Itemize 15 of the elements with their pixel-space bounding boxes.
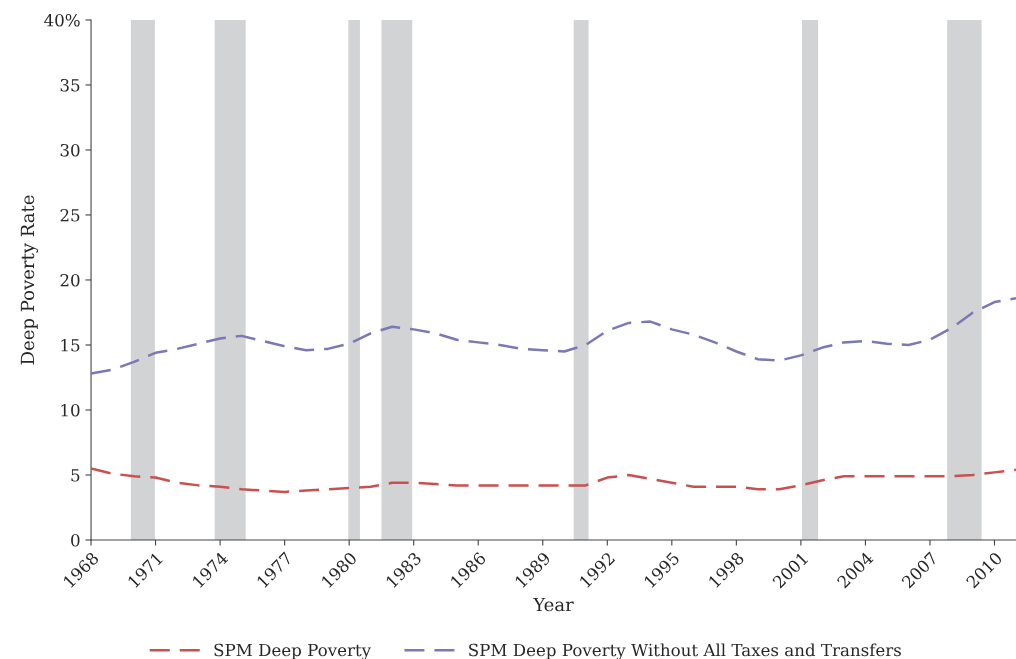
y-axis-title: Deep Poverty Rate	[20, 195, 39, 365]
legend-label: SPM Deep Poverty Without All Taxes and Transfers	[469, 643, 901, 659]
line-series	[91, 296, 1016, 375]
legend-label: SPM Deep Poverty	[214, 643, 372, 659]
y-tick-label: 30	[60, 143, 80, 157]
y-tick-label: 10	[61, 403, 80, 417]
y-tick-label: 15	[61, 338, 80, 352]
y-tick-label: 25	[60, 208, 80, 222]
y-tick-label: 35	[60, 78, 80, 92]
y-tick-label: 5	[71, 469, 80, 482]
y-tick-label: 0	[71, 533, 80, 547]
y-tick-label: 20	[60, 273, 80, 287]
line-series	[91, 467, 1016, 494]
y-tick-label: 40%	[44, 13, 80, 27]
x-axis-title: Year	[533, 597, 574, 612]
